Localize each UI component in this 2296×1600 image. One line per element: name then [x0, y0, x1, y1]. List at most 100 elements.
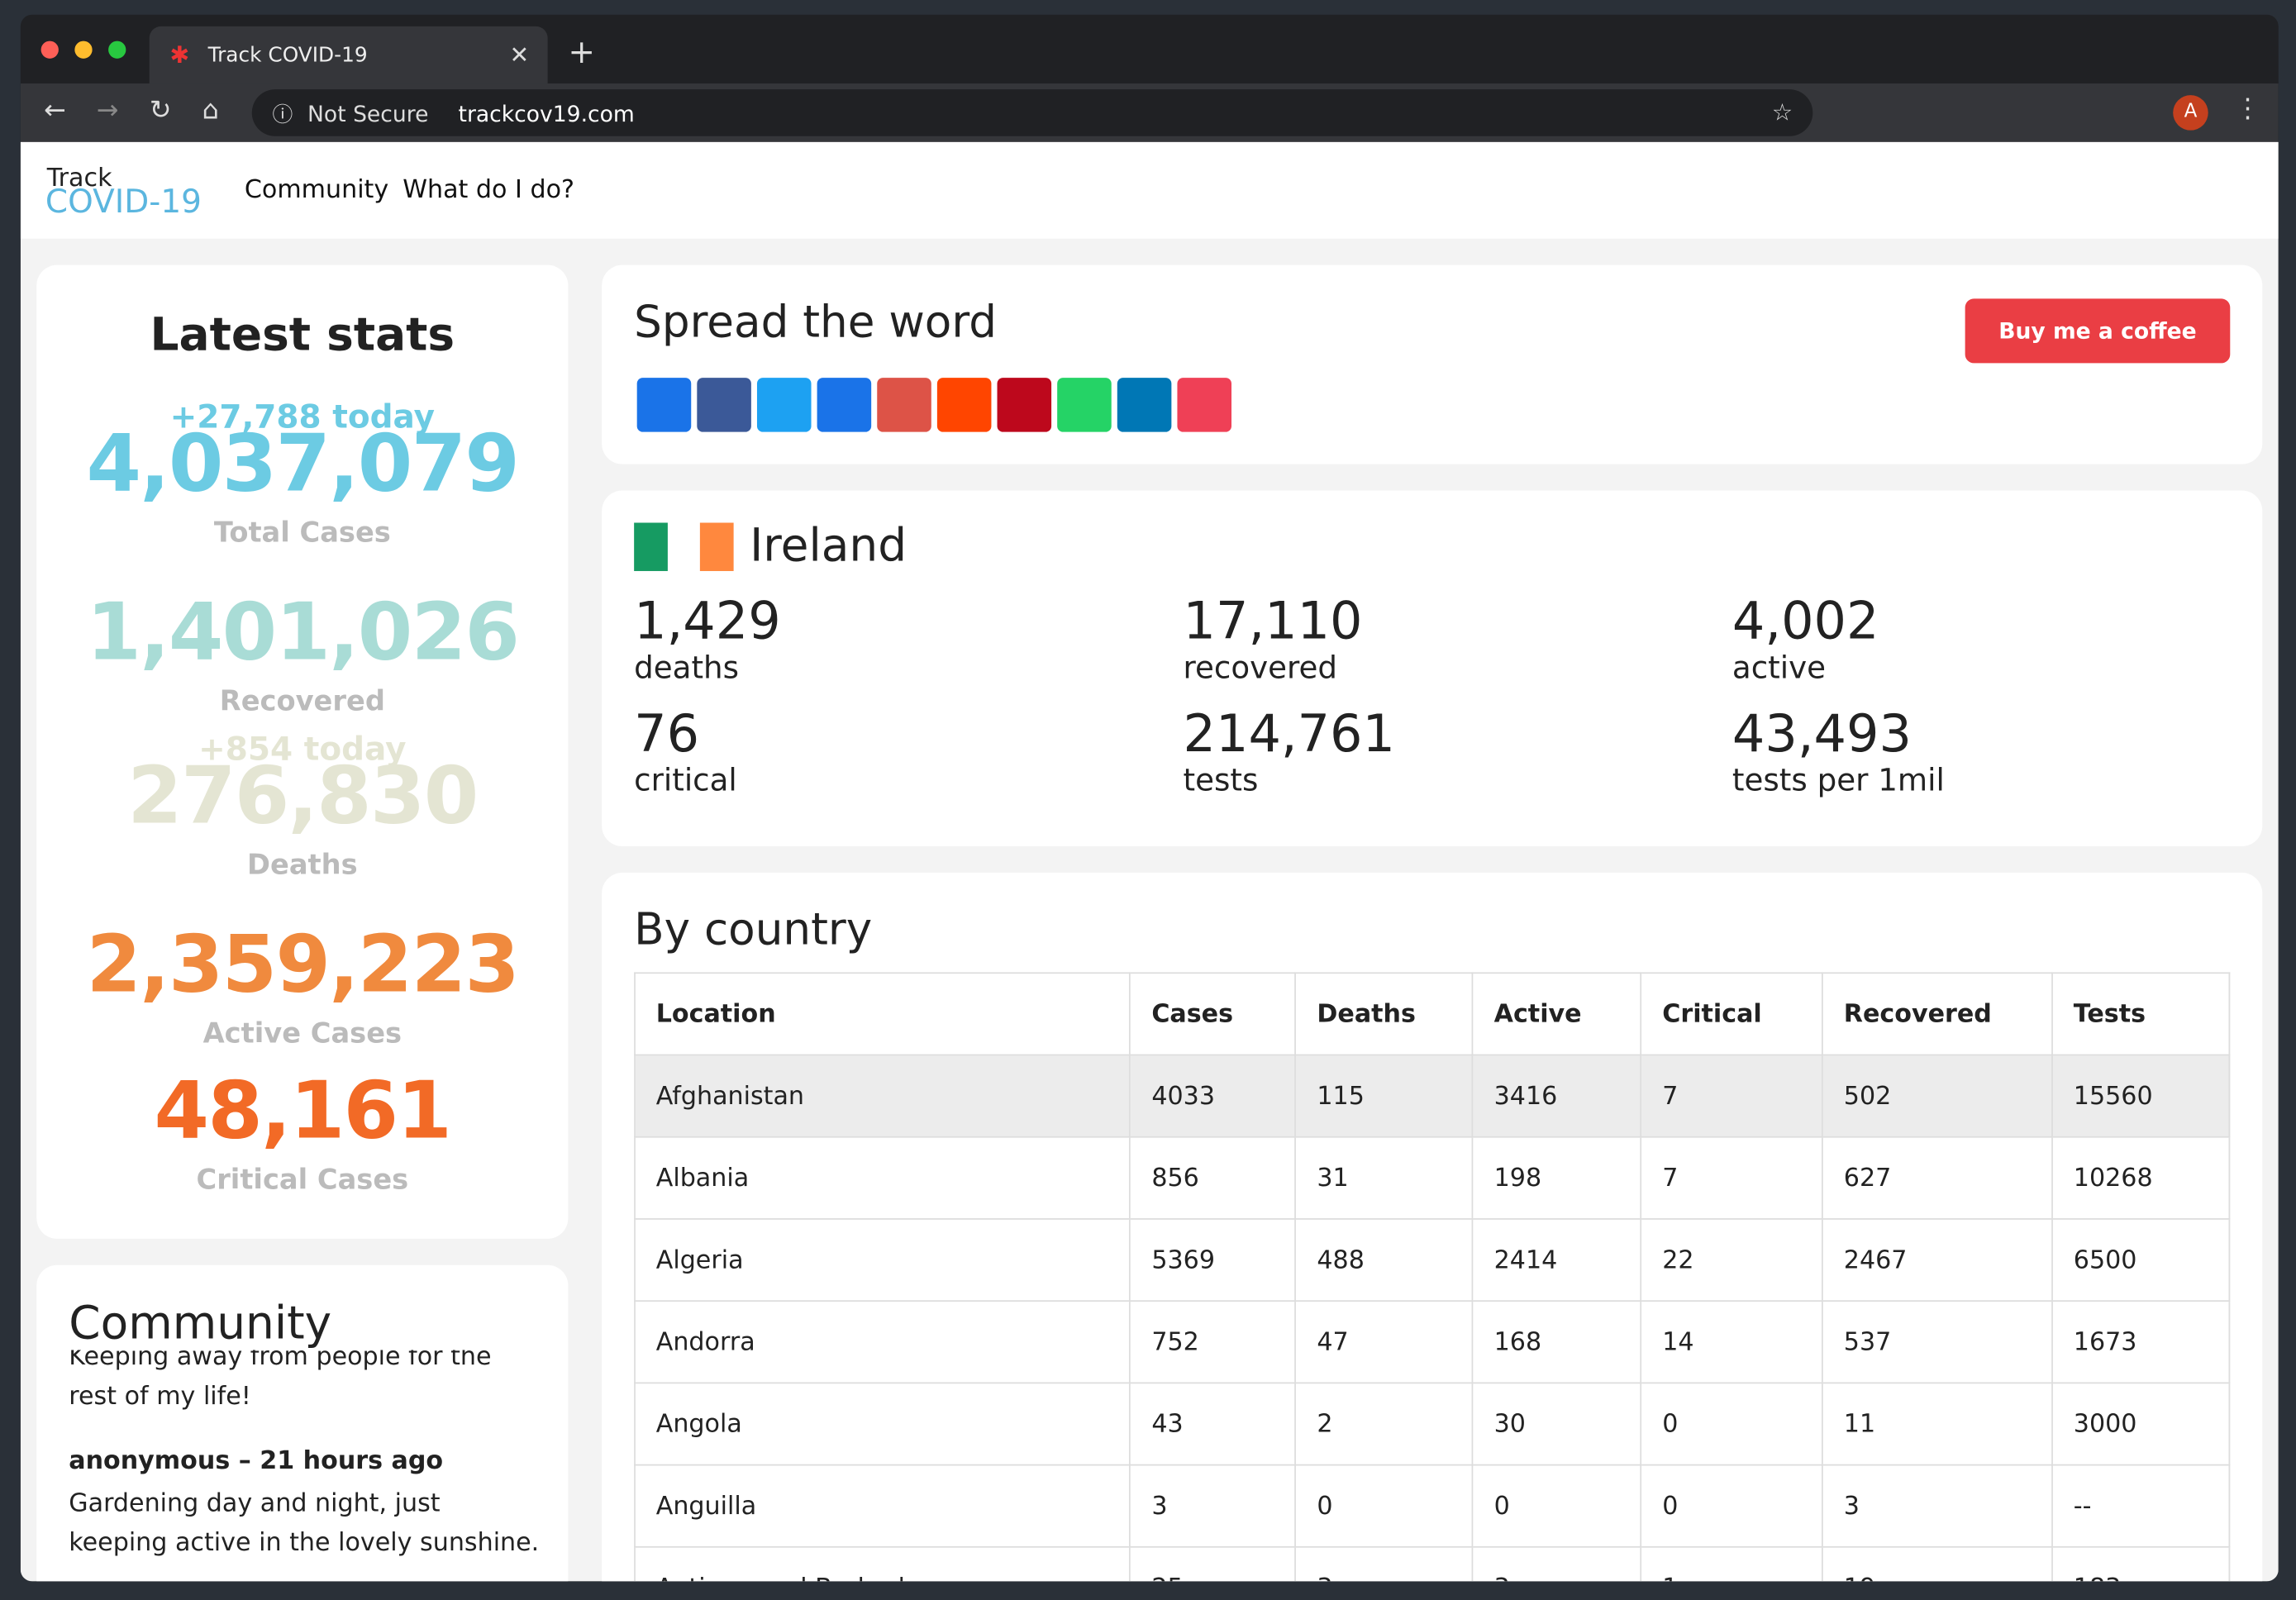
table-cell: 183 [2051, 1545, 2231, 1582]
table-cell: 198 [1472, 1136, 1642, 1220]
nav-link[interactable]: Community [244, 175, 389, 206]
table-cell: 14 [1640, 1300, 1823, 1384]
post-text: Keeping away from people for the rest of… [69, 1342, 492, 1412]
table-cell: 25 [1129, 1545, 1297, 1582]
avatar[interactable]: A [2173, 95, 2208, 131]
share-button[interactable] [817, 378, 872, 432]
table-cell: 6500 [2051, 1218, 2231, 1302]
menu[interactable]: ⋮ [2234, 93, 2261, 125]
share-card: Spread the word Buy me a coffee [602, 264, 2263, 464]
country-card: Ireland 1,429 deaths 17,110 recovered 4,002 a… [602, 490, 2263, 847]
table-cell: 168 [1472, 1300, 1642, 1384]
min-dot[interactable] [74, 40, 93, 59]
stat-label: Critical Cases [196, 1164, 409, 1197]
column-header[interactable]: Tests [2051, 972, 2231, 1056]
table-cell: 3416 [1472, 1054, 1642, 1138]
share-button[interactable] [756, 378, 812, 432]
home[interactable]: ⌂ [202, 95, 219, 126]
table-cell: 15560 [2051, 1054, 2231, 1138]
card-title: Community [69, 1297, 552, 1350]
table-cell: 10268 [2051, 1136, 2231, 1220]
table-cell: 7 [1640, 1136, 1823, 1220]
column-header[interactable]: Location [634, 972, 1131, 1056]
tab-close[interactable]: ✕ [509, 40, 530, 69]
max-dot[interactable] [108, 40, 126, 59]
table-cell: 30 [1472, 1382, 1642, 1466]
card-title: Latest stats [150, 308, 455, 362]
column-header[interactable]: Recovered [1822, 972, 2054, 1056]
stat-value: 76 [634, 705, 700, 764]
back[interactable]: ← [44, 95, 66, 126]
table-cell: 11 [1822, 1382, 2054, 1466]
table-cell: Afghanistan [634, 1054, 1131, 1138]
share-button[interactable] [997, 378, 1052, 432]
table-cell: -- [2051, 1464, 2231, 1548]
security-label: Not Secure [307, 101, 429, 128]
table-cell: 4033 [1129, 1054, 1297, 1138]
flag [634, 522, 668, 571]
nav-link[interactable]: What do I do? [403, 175, 575, 206]
table-cell: 5369 [1129, 1218, 1297, 1302]
table-cell: 1673 [2051, 1300, 2231, 1384]
community-card: Community Keeping away from people for t… [36, 1264, 569, 1582]
share-button[interactable] [877, 378, 931, 432]
table-cell: 488 [1294, 1218, 1474, 1302]
logo-top[interactable]: Track [46, 164, 112, 193]
tab[interactable]: ✱ Track COVID-19 ✕ [149, 26, 548, 85]
table-cell: Antigua and Barbuda [634, 1545, 1131, 1582]
share-button[interactable] [1177, 378, 1231, 432]
table-cell: 1 [1640, 1545, 1823, 1582]
column-header[interactable]: Active [1472, 972, 1642, 1056]
stat-delta: +854 today [198, 731, 407, 769]
table-cell: 2467 [1822, 1218, 2054, 1302]
column-header[interactable]: Cases [1129, 972, 1297, 1056]
bookmark[interactable]: ☆ [1771, 98, 1793, 126]
stat-delta: +27,788 today [169, 399, 436, 436]
share-button[interactable] [936, 378, 992, 432]
table-cell: 47 [1294, 1300, 1474, 1384]
logo-bottom[interactable]: COVID-19 [45, 184, 202, 221]
new-tab[interactable]: + [568, 35, 596, 72]
column-header[interactable]: Deaths [1294, 972, 1474, 1056]
table-row: Antigua and Barbuda2533119183 [634, 1545, 2231, 1582]
table-row: Afghanistan 4033 115 3416 7 502 15560 [634, 1054, 2231, 1138]
toolbar: ← → ↻ ⌂ ⓘ Not Secure trackcov19.com ☆ A … [20, 83, 2279, 142]
table-cell: 115 [1294, 1054, 1474, 1138]
table-cell: 3 [1129, 1464, 1297, 1548]
latest-card: Latest stats +27,788 today 4,037,079 Total… [36, 264, 569, 1239]
address-bar[interactable]: ⓘ Not Secure trackcov19.com ☆ [251, 89, 1813, 136]
share-buttons [636, 378, 1237, 438]
share-button[interactable] [1117, 378, 1172, 432]
table-cell: 43 [1129, 1382, 1297, 1466]
stat-value: 4,002 [1732, 593, 1879, 652]
table-cell: 856 [1129, 1136, 1297, 1220]
share-button[interactable] [636, 378, 692, 432]
table-cell: 3 [1822, 1464, 2054, 1548]
stat-value: 48,161 [154, 1064, 452, 1157]
tab-title: Track COVID-19 [207, 44, 368, 68]
table-cell: 0 [1472, 1464, 1642, 1548]
share-button[interactable] [1057, 378, 1112, 432]
stat-value: 1,401,026 [86, 585, 520, 679]
stat-label: active [1732, 650, 1827, 686]
table-row: Anguilla 3 0 0 0 3 -- [634, 1464, 2231, 1548]
table-cell: 3 [1472, 1545, 1642, 1582]
stat-value: 276,830 [127, 750, 479, 842]
reload[interactable]: ↻ [149, 95, 172, 126]
table-card: By country Location Cases Deaths Active Crit… [602, 872, 2263, 1582]
forward[interactable]: → [96, 95, 119, 126]
table-row: Andorra 752 47 168 14 537 1673 [634, 1300, 2231, 1384]
stat-label: tests per 1mil [1732, 763, 1945, 798]
table-cell: 3000 [2051, 1382, 2231, 1466]
close-dot[interactable] [40, 40, 59, 59]
card-title: Spread the word [634, 297, 998, 349]
card-title: By country [634, 904, 873, 956]
table-cell: 31 [1294, 1136, 1474, 1220]
stat-value: 17,110 [1183, 593, 1363, 652]
share-button[interactable] [697, 378, 751, 432]
column-header[interactable]: Critical [1640, 972, 1823, 1056]
coffee-button[interactable]: Buy me a coffee [1965, 298, 2231, 364]
stat-value: 1,429 [634, 593, 781, 652]
table-cell: 22 [1640, 1218, 1823, 1302]
